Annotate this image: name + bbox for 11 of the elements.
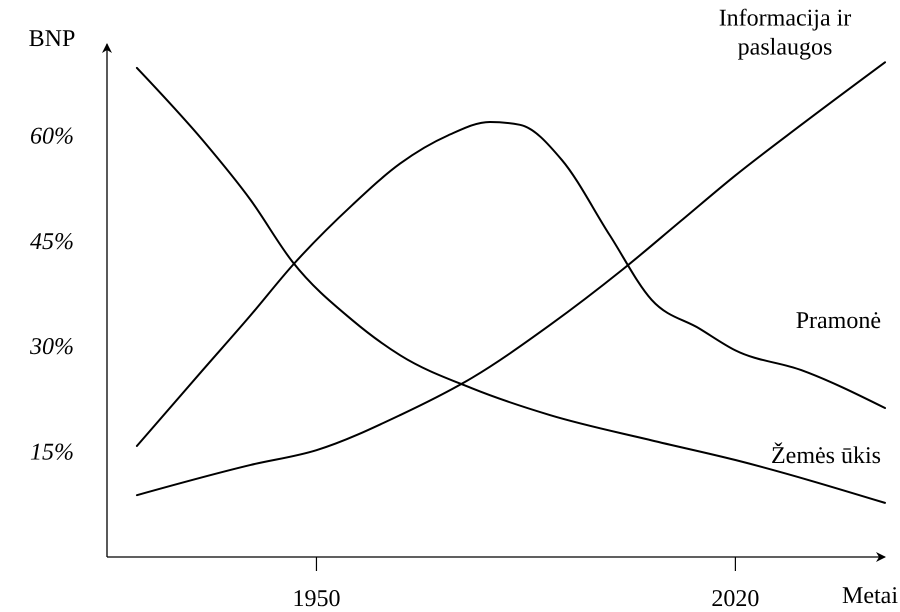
y-tick-label: 15%	[30, 440, 74, 466]
y-axis-title: BNP	[28, 26, 76, 52]
x-tick-label: 2020	[711, 586, 760, 612]
series-label: Žemės ūkis	[771, 442, 881, 469]
x-axis-title: Metai	[842, 583, 898, 609]
x-tick-label: 1950	[292, 586, 340, 612]
y-tick-label: 30%	[29, 334, 74, 360]
series-label: Informacija ir paslaugos	[718, 5, 852, 60]
y-tick-label: 60%	[30, 123, 74, 150]
y-tick-label: 45%	[30, 228, 74, 255]
series-label: Pramonė	[796, 308, 881, 334]
